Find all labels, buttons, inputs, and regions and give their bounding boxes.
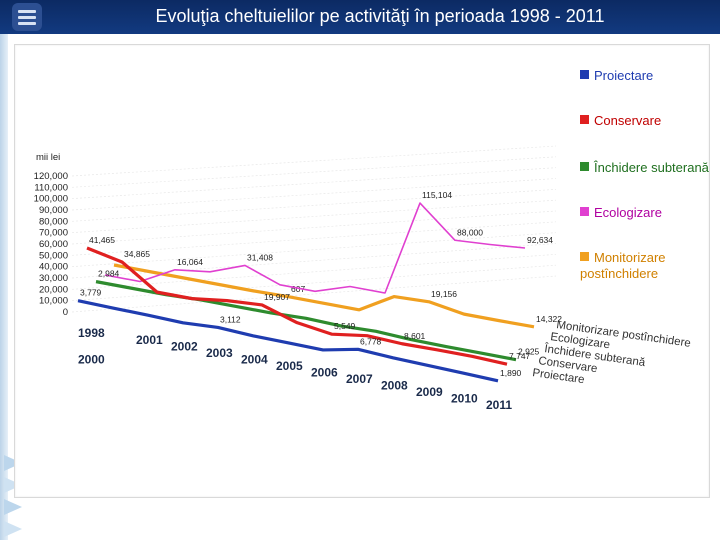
y-tick-label: 100,000 [34, 194, 68, 205]
data-label: 3,779 [80, 288, 102, 298]
legend-item: Monitorizare postînchidere [580, 250, 710, 282]
legend-item: Ecologizare [580, 205, 710, 221]
legend-item: Închidere subterană [580, 160, 710, 176]
y-tick-label: 70,000 [39, 228, 68, 239]
x-tick-label: 2003 [206, 346, 233, 360]
menu-icon[interactable] [12, 3, 42, 31]
data-label: 31,408 [247, 252, 273, 262]
series-line-proiectare [77, 299, 499, 383]
y-tick-label: 50,000 [39, 250, 68, 261]
gridline [71, 275, 557, 313]
y-tick-label: 20,000 [39, 284, 68, 295]
gridline [71, 199, 557, 234]
x-tick-label: 2005 [276, 359, 303, 373]
data-label: 115,104 [422, 190, 452, 200]
legend-swatch [580, 207, 589, 216]
data-label: 2,925 [518, 347, 540, 357]
page-title: Evoluţia cheltuielilor pe activităţi în … [155, 6, 605, 26]
x-tick-label: 2009 [416, 385, 443, 399]
gridline [71, 188, 557, 222]
data-label: 34,865 [124, 249, 150, 259]
y-axis-title: mii lei [36, 152, 60, 163]
data-label: 19,156 [431, 289, 457, 299]
gridline [71, 156, 557, 188]
title-bar: Evoluţia cheltuielilor pe activităţi în … [0, 0, 720, 34]
left-decor-strip [0, 34, 8, 540]
y-tick-label: 80,000 [39, 216, 68, 227]
gridline [71, 210, 557, 245]
legend-label: Monitorizare postînchidere [580, 250, 666, 281]
data-label: 7,747 [509, 351, 531, 361]
x-tick-label: 2002 [171, 340, 198, 354]
y-tick-label: 30,000 [39, 273, 68, 284]
x-tick-label: 2000 [78, 353, 105, 367]
x-tick-label: 2011 [486, 398, 512, 412]
legend-label: Închidere subterană [594, 160, 709, 175]
x-tick-label: 2001 [136, 333, 163, 347]
decorative-arrows-icon [4, 455, 22, 537]
x-tick-label: 1998 [78, 326, 105, 340]
y-tick-label: 90,000 [39, 205, 68, 216]
legend-label: Conservare [594, 113, 662, 128]
legend-swatch [580, 115, 589, 124]
series-line-monitorizare-post-nchidere [113, 263, 535, 329]
series-line-ecologizare [104, 202, 526, 294]
data-label: 8,601 [404, 331, 426, 341]
gridline [71, 178, 557, 211]
legend-label: Ecologizare [594, 205, 662, 220]
data-label: 2,984 [98, 269, 120, 279]
data-label: 88,000 [457, 227, 483, 237]
data-label: 92,634 [527, 235, 553, 245]
x-tick-label: 2006 [311, 366, 338, 380]
legend-label: Proiectare [594, 68, 654, 83]
x-tick-label: 2004 [241, 353, 268, 367]
gridline [71, 145, 557, 177]
data-label: 6,778 [360, 336, 382, 346]
gridline [71, 264, 557, 302]
data-label: 1,890 [500, 368, 522, 378]
data-label: 16,064 [177, 257, 203, 267]
legend-swatch [580, 252, 589, 261]
gridline [71, 221, 557, 256]
chart-frame [14, 44, 710, 498]
legend-item: Proiectare [580, 68, 710, 84]
y-tick-label: 60,000 [39, 239, 68, 250]
data-label: 19,907 [264, 292, 290, 302]
y-tick-label: 120,000 [34, 171, 68, 182]
x-tick-label: 2010 [451, 392, 478, 406]
gridline [71, 232, 557, 268]
gridline [71, 253, 557, 290]
legend-swatch [580, 162, 589, 171]
data-label: 41,465 [89, 235, 115, 245]
legend-item: Conservare [580, 113, 710, 129]
data-label: 3,112 [220, 314, 241, 324]
data-label: 14,322 [536, 314, 562, 324]
series-line-conservare [86, 246, 508, 366]
y-tick-label: 10,000 [39, 296, 68, 307]
data-label: 5,549 [334, 321, 356, 331]
x-tick-label: 2007 [346, 372, 373, 386]
legend-swatch [580, 70, 589, 79]
y-tick-label: 40,000 [39, 262, 68, 273]
y-tick-label: 0 [63, 307, 68, 318]
gridline [71, 167, 557, 200]
x-tick-label: 2008 [381, 379, 408, 393]
y-tick-label: 110,000 [34, 182, 68, 193]
